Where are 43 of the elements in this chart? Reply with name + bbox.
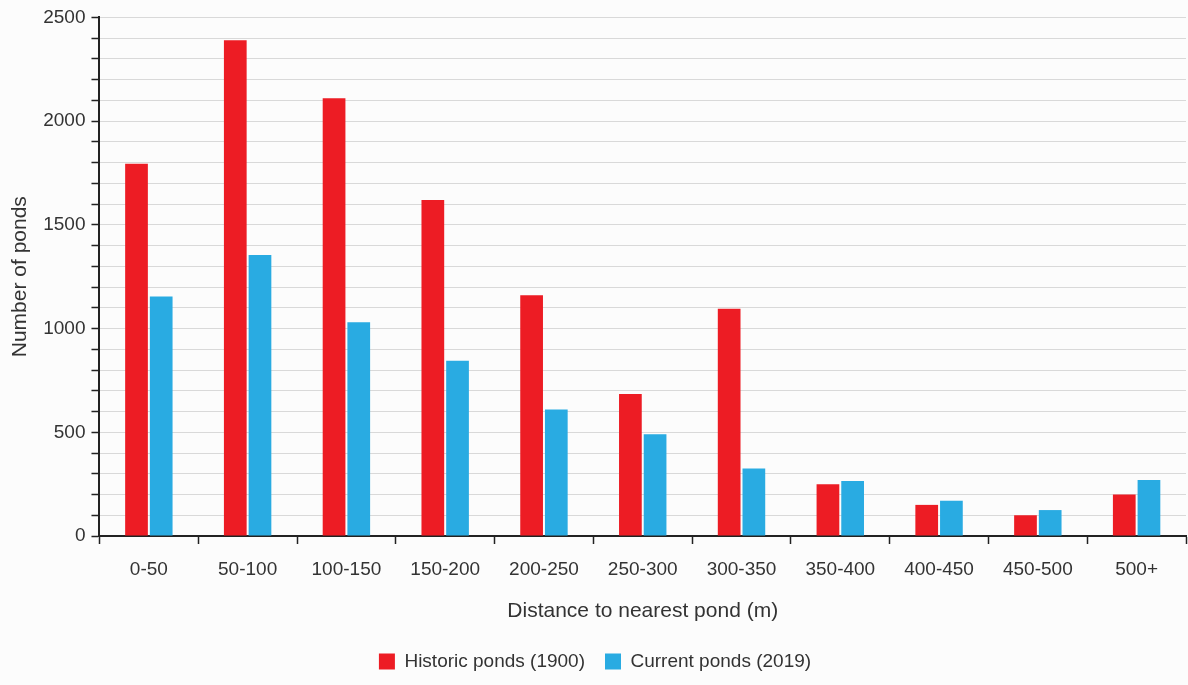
bar [322, 98, 346, 536]
bar [619, 393, 642, 536]
bar [223, 40, 247, 536]
x-tick-label: 100-150 [311, 557, 382, 579]
bar [1112, 494, 1136, 536]
bar [915, 504, 939, 536]
y-tick-label: 500 [53, 420, 86, 442]
x-axis-title: Distance to nearest pond (m) [507, 598, 779, 622]
legend-label: Historic ponds (1900) [404, 649, 585, 671]
bar [149, 296, 173, 536]
bar [248, 254, 272, 536]
legend-label: Current ponds (2019) [630, 649, 812, 671]
y-tick-label: 1500 [43, 213, 86, 235]
x-tick-label: 350-400 [805, 557, 876, 579]
x-tick-label: 150-200 [410, 557, 481, 579]
y-tick-label: 2000 [43, 109, 86, 131]
bar [544, 409, 568, 536]
x-tick-label: 500+ [1115, 557, 1159, 579]
bar [520, 295, 543, 536]
bar [643, 434, 667, 536]
x-tick-label: 250-300 [607, 557, 678, 579]
x-tick-label: 450-500 [1002, 557, 1073, 579]
y-axis-title: Number of ponds [7, 196, 31, 358]
bar [347, 322, 371, 536]
bar [816, 484, 840, 536]
bar [421, 199, 445, 536]
x-tick-label: 0-50 [129, 557, 168, 579]
bar [742, 468, 766, 536]
y-tick-label: 2500 [43, 5, 86, 27]
bar [717, 308, 741, 536]
x-tick-label: 50-100 [218, 557, 278, 579]
bar [446, 360, 469, 536]
bar [940, 500, 963, 536]
bar [841, 481, 864, 536]
x-tick-label: 300-350 [706, 557, 777, 579]
bar [1137, 479, 1161, 536]
x-tick-label: 200-250 [509, 557, 579, 579]
y-tick-label: 0 [74, 524, 86, 546]
bar [1038, 510, 1062, 536]
bar [125, 163, 148, 536]
y-tick-label: 1000 [43, 316, 86, 338]
bar [1014, 515, 1037, 536]
x-tick-label: 400-450 [904, 557, 974, 579]
